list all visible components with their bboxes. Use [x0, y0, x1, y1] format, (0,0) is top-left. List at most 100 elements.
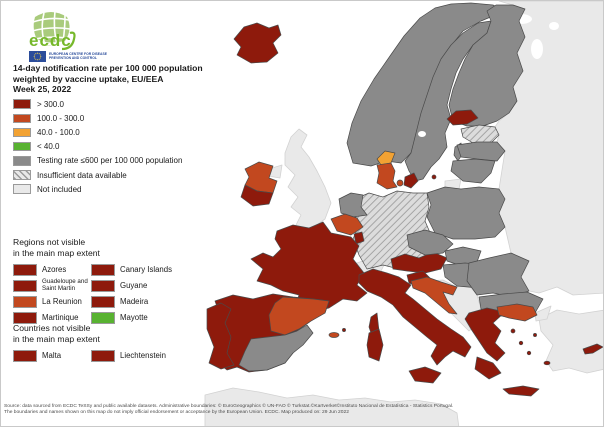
legend-item: 100.0 - 300.0	[13, 111, 182, 125]
legend-swatch-100-300	[13, 113, 31, 124]
title-line-3: Week 25, 2022	[13, 84, 72, 94]
regions-col2: Canary Islands Guyane Madeira Mayotte	[91, 262, 223, 326]
map-region-greece-ne	[496, 303, 538, 322]
region-item-guadeloupe: Guadeloupe and Saint Martin	[13, 278, 91, 294]
map-region-denmark-north	[376, 150, 396, 166]
region-item-martinique: Martinique	[13, 310, 91, 326]
ecdc-globe-icon	[27, 9, 76, 51]
map-region-peloponnese	[474, 356, 502, 380]
footer-source-line: Source: data sourced from ECDC TeSSy and…	[4, 404, 454, 409]
map-region-ireland-north	[244, 161, 278, 194]
regions-heading-2: in the main map extent	[13, 247, 100, 258]
region-swatch	[91, 280, 115, 292]
map-region-finland-south	[446, 109, 479, 126]
footer: Source: data sourced from ECDC TeSSy and…	[4, 404, 602, 416]
legend-swatch-testing-rate	[13, 156, 31, 166]
region-label: La Reunion	[42, 297, 82, 306]
map-region-turkey-eu	[534, 305, 552, 322]
legend-item: 40.0 - 100.0	[13, 125, 182, 139]
legend-item: > 300.0	[13, 97, 182, 111]
map-region-latvia	[456, 141, 506, 162]
map-region-spain-south	[238, 324, 314, 372]
legend-label: 40.0 - 100.0	[37, 127, 80, 137]
legend-item: Not included	[13, 182, 182, 196]
ecdc-logo-subtitle: EUROPEAN CENTRE FOR DISEASE PREVENTION A…	[49, 52, 108, 60]
map-region-aegean-island	[533, 333, 537, 337]
region-item-mayotte: Mayotte	[91, 310, 223, 326]
ecdc-logo: ecdc EUROPEAN CENTRE FOR DISEASE PREVENT…	[13, 5, 123, 63]
map-region-rhodes	[543, 360, 551, 366]
map-region-balearic-major	[328, 332, 340, 338]
title-line-1: 14-day notification rate per 100 000 pop…	[13, 63, 203, 73]
country-swatch	[13, 350, 37, 362]
lake	[418, 131, 426, 137]
region-swatch	[91, 296, 115, 308]
legend-label: > 300.0	[37, 99, 64, 109]
countries-not-visible-section: Countries not visible in the main map ex…	[13, 323, 223, 364]
map-region-czechia	[406, 229, 454, 256]
map-region-ireland-south	[240, 184, 274, 207]
region-label: Martinique	[42, 313, 79, 322]
map-region-cyprus	[582, 343, 603, 355]
legend-swatch-insufficient-data	[13, 170, 31, 180]
region-item-la-reunion: La Reunion	[13, 294, 91, 310]
map-region-sweden	[404, 20, 492, 182]
region-swatch	[91, 264, 115, 276]
map-region-turkey	[538, 309, 603, 374]
legend-label: Not included	[37, 184, 82, 194]
legend-label: 100.0 - 300.0	[37, 113, 85, 123]
country-label: Malta	[42, 351, 62, 360]
map-region-luxembourg	[353, 231, 365, 245]
map-region-balearic-minor	[342, 328, 346, 332]
map-region-bornholm	[431, 174, 437, 180]
map-region-austria	[390, 251, 448, 274]
map-title: 14-day notification rate per 100 000 pop…	[13, 63, 243, 95]
region-label: Madeira	[120, 297, 149, 306]
map-region-uk	[284, 128, 332, 230]
legend: > 300.0 100.0 - 300.0 40.0 - 100.0 < 40.…	[13, 97, 182, 196]
region-item-canary-islands: Canary Islands	[91, 262, 223, 278]
legend-label: Insufficient data available	[37, 170, 127, 180]
map-region-spain-east	[268, 296, 330, 336]
map-region-aegean-island	[518, 340, 524, 346]
region-label: Mayotte	[120, 313, 148, 322]
map-region-lithuania	[450, 158, 496, 184]
legend-swatch-lt40	[13, 141, 31, 152]
map-region-portugal	[206, 302, 235, 370]
region-label: Canary Islands	[120, 265, 173, 274]
map-region-poland	[426, 186, 506, 240]
map-region-funen	[396, 179, 404, 187]
map-region-denmark-south	[376, 162, 398, 190]
lake	[531, 39, 543, 59]
legend-swatch-not-included	[13, 184, 31, 194]
map-region-romania	[466, 252, 530, 298]
map-region-finland	[448, 4, 526, 127]
map-region-sardinia	[366, 328, 384, 362]
regions-heading-1: Regions not visible	[13, 237, 86, 247]
region-swatch	[13, 312, 37, 324]
legend-swatch-40-100	[13, 127, 31, 138]
map-region-iceland	[233, 22, 282, 64]
country-item-malta: Malta	[13, 348, 91, 364]
map-region-italy	[358, 268, 472, 366]
legend-item: Testing rate ≤600 per 100 000 population	[13, 154, 182, 168]
map-region-croatia	[410, 276, 458, 315]
regions-not-visible-section: Regions not visible in the main map exte…	[13, 237, 223, 326]
lake	[549, 22, 559, 30]
country-swatch	[91, 350, 115, 362]
eu-flag-icon	[29, 51, 46, 62]
legend-item: Insufficient data available	[13, 168, 182, 182]
legend-label: < 40.0	[37, 142, 60, 152]
region-item-azores: Azores	[13, 262, 91, 278]
map-region-france	[250, 221, 368, 313]
map-region-zealand	[403, 172, 419, 189]
legend-label: Testing rate ≤600 per 100 000 population	[37, 156, 183, 166]
country-label: Liechtenstein	[120, 351, 166, 360]
countries-heading-1: Countries not visible	[13, 323, 91, 333]
map-region-sicily	[408, 366, 442, 384]
map-region-north-africa	[204, 387, 460, 426]
region-swatch	[91, 312, 115, 324]
map-region-belgium	[330, 213, 364, 236]
title-line-2: weighted by vaccine uptake, EU/EEA	[13, 73, 164, 84]
